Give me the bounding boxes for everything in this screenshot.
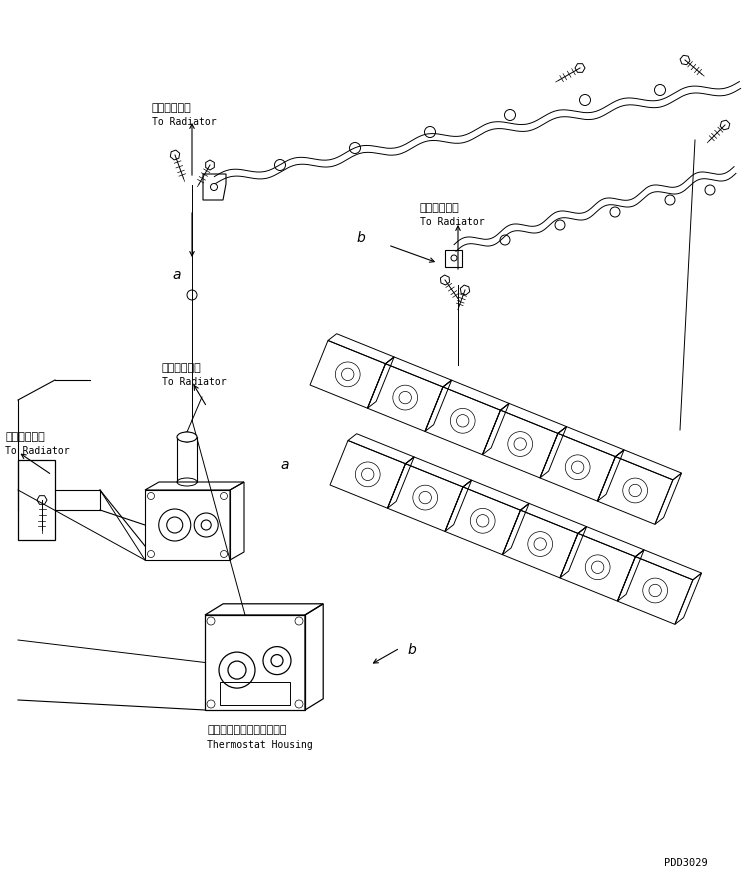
Text: To Radiator: To Radiator (420, 217, 485, 227)
Polygon shape (206, 160, 214, 170)
Polygon shape (170, 150, 180, 160)
Text: a: a (280, 458, 288, 472)
Text: To Radiator: To Radiator (5, 446, 70, 456)
Text: a: a (172, 268, 181, 282)
Text: サーモスタットハウジング: サーモスタットハウジング (207, 725, 287, 735)
Polygon shape (575, 64, 585, 72)
Polygon shape (440, 275, 449, 285)
Text: ラジエータへ: ラジエータへ (152, 103, 192, 113)
Text: To Radiator: To Radiator (152, 117, 216, 127)
Text: b: b (357, 231, 365, 245)
Polygon shape (37, 496, 47, 505)
Text: b: b (408, 643, 416, 657)
Polygon shape (680, 55, 690, 65)
Text: ラジエータへ: ラジエータへ (420, 203, 460, 213)
Text: ラジエータへ: ラジエータへ (162, 363, 201, 373)
Text: PDD3029: PDD3029 (664, 858, 708, 868)
Polygon shape (721, 120, 730, 130)
Text: ラジエータへ: ラジエータへ (5, 432, 45, 442)
Text: Thermostat Housing: Thermostat Housing (207, 740, 313, 750)
Polygon shape (461, 285, 470, 295)
Text: To Radiator: To Radiator (162, 377, 227, 387)
Ellipse shape (177, 432, 197, 442)
